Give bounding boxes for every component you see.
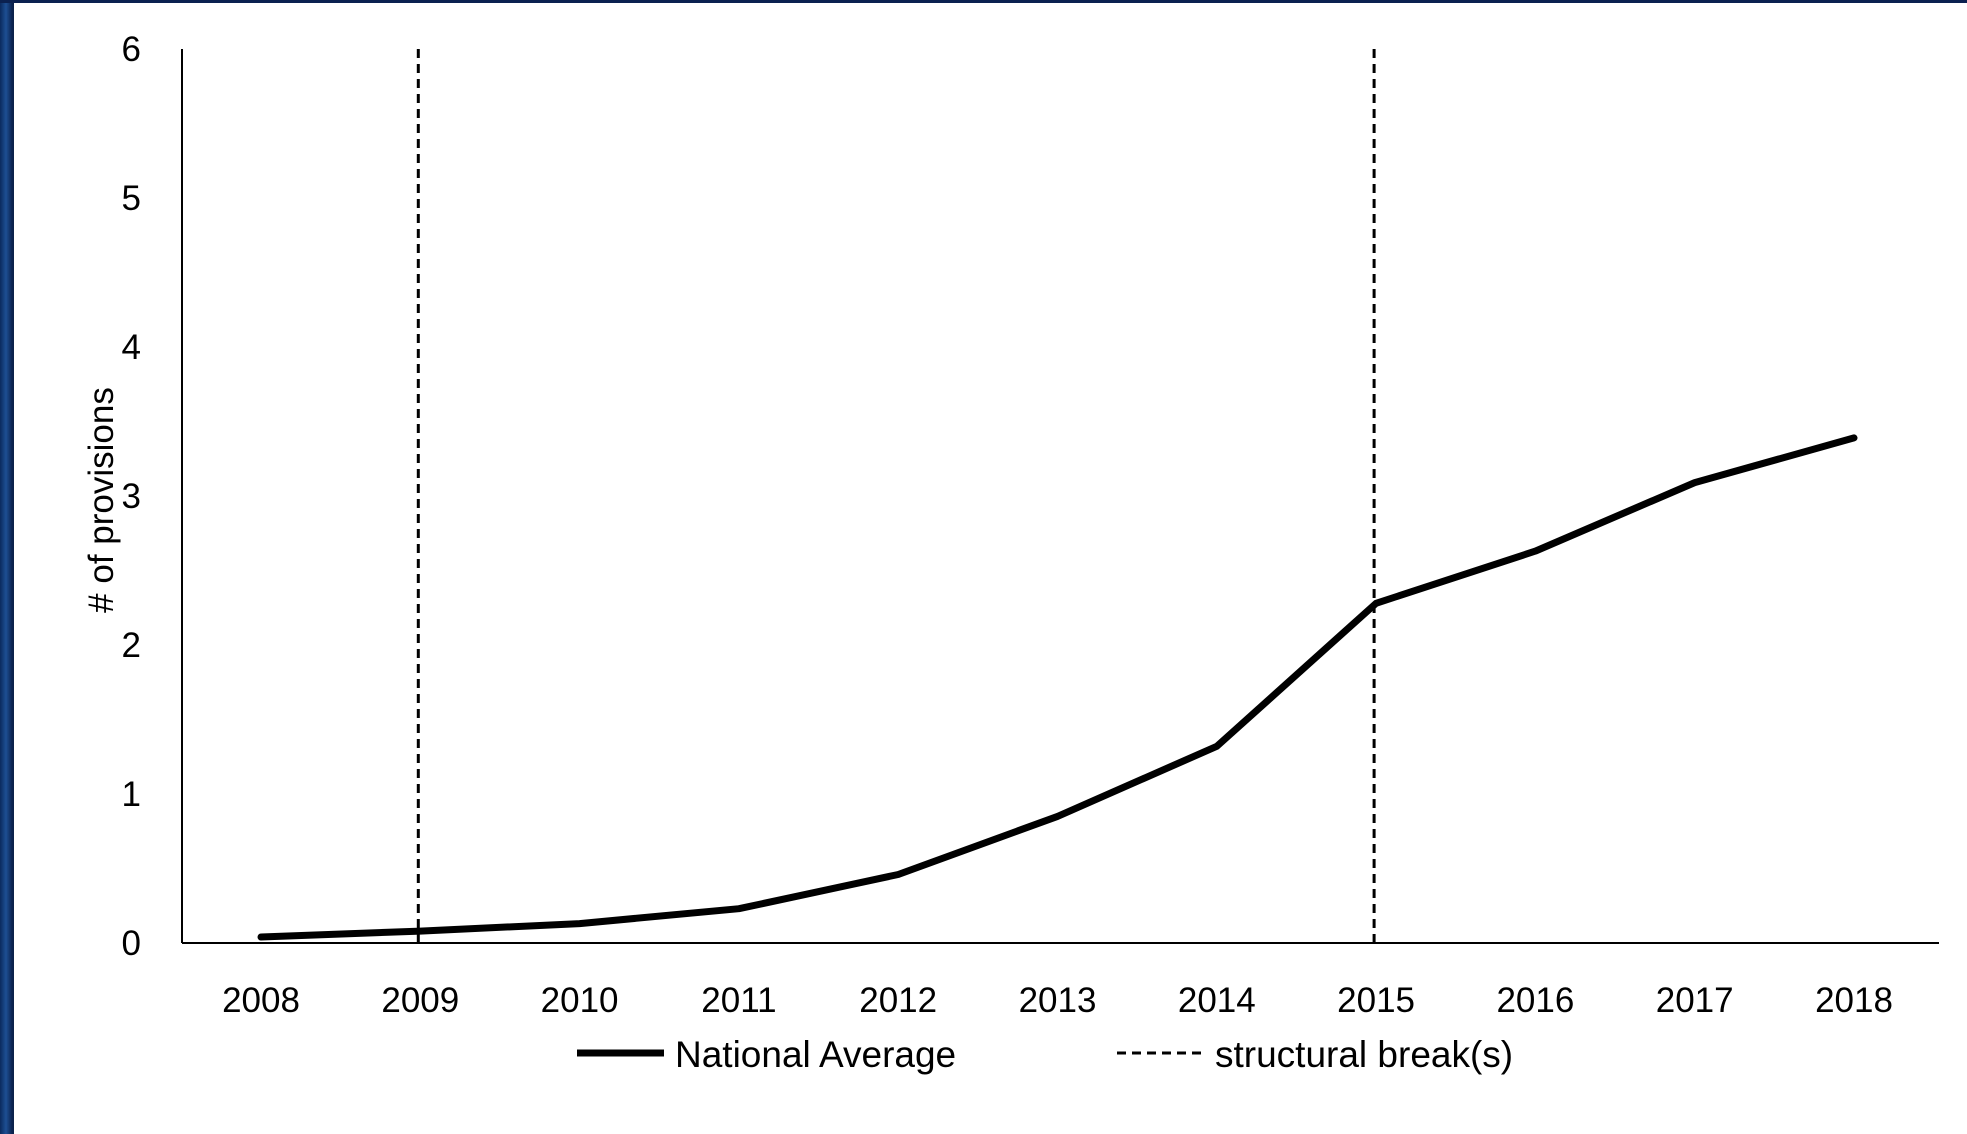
- axes: [181, 49, 1939, 944]
- x-tick-label: 2015: [1337, 981, 1415, 1020]
- y-tick-label: 0: [122, 924, 141, 963]
- chart-panel: 0 1 2 3 4 5 6 2008 2009 2010 2011 2012 2013 2014 2015…: [14, 3, 1967, 1134]
- series-line-national-average: [257, 434, 1858, 941]
- x-tick-label: 2008: [222, 981, 300, 1020]
- y-tick-label: 5: [122, 179, 141, 218]
- x-tick-label: 2009: [381, 981, 459, 1020]
- window-top-border: [0, 0, 1967, 3]
- x-tick-label: 2010: [541, 981, 619, 1020]
- y-tick-label: 3: [122, 477, 141, 516]
- y-tick-label: 6: [122, 30, 141, 69]
- y-tick-labels: 0 1 2 3 4 5 6: [122, 30, 141, 963]
- x-tick-label: 2012: [859, 981, 937, 1020]
- x-tick-label: 2014: [1178, 981, 1256, 1020]
- x-tick-label: 2018: [1815, 981, 1893, 1020]
- x-tick-label: 2011: [701, 981, 776, 1020]
- y-tick-label: 2: [122, 626, 141, 665]
- legend: National Average structural break(s): [577, 1034, 1513, 1075]
- x-tick-label: 2013: [1019, 981, 1097, 1020]
- series-layer: [257, 434, 1858, 941]
- y-tick-label: 1: [122, 775, 141, 814]
- structural-breaks-layer: [416, 49, 1376, 943]
- legend-label-national-average: National Average: [675, 1034, 956, 1075]
- y-axis-title: # of provisions: [82, 387, 121, 613]
- x-tick-label: 2016: [1496, 981, 1574, 1020]
- line-chart: 0 1 2 3 4 5 6 2008 2009 2010 2011 2012 2013 2014 2015…: [82, 30, 1939, 1075]
- x-tick-label: 2017: [1656, 981, 1734, 1020]
- y-tick-label: 4: [122, 328, 141, 367]
- legend-label-structural-breaks: structural break(s): [1215, 1034, 1513, 1075]
- x-tick-labels: 2008 2009 2010 2011 2012 2013 2014 2015 2016 2017…: [222, 981, 1893, 1020]
